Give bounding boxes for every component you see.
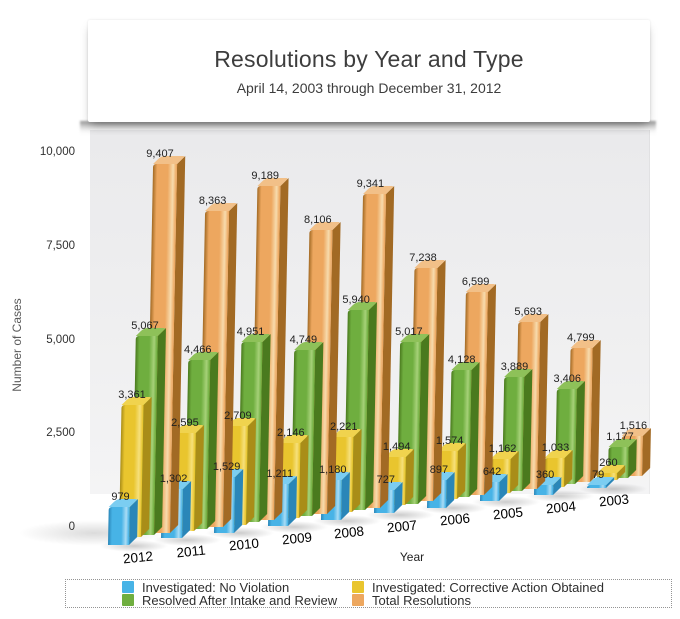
x-category-label: 2010: [227, 535, 260, 554]
value-label: 5,017: [395, 325, 423, 338]
legend-item-investigated-no-violation: Investigated: No Violation: [122, 581, 352, 594]
y-tick-label: 2,500: [46, 427, 75, 440]
value-label: 1,529: [212, 460, 241, 473]
value-label: 260: [599, 457, 618, 470]
legend-swatch-investigated-corrective-action-obtained: [352, 581, 364, 593]
legend: Investigated: No Violation Resolved After…: [65, 579, 672, 608]
value-label: 1,180: [319, 464, 347, 477]
value-label: 4,466: [184, 343, 212, 356]
legend-item-total-resolutions: Total Resolutions: [352, 594, 671, 607]
value-label: 1,211: [266, 467, 294, 480]
value-label: 1,033: [541, 441, 570, 454]
x-category-label: 2011: [175, 542, 207, 561]
title-card: Resolutions by Year and Type April 14, 2…: [88, 20, 650, 122]
x-category-label: 2003: [597, 491, 630, 510]
value-label: 9,407: [146, 148, 174, 161]
legend-label: Investigated: Corrective Action Obtained: [372, 579, 604, 595]
y-tick-label: 5,000: [46, 333, 75, 346]
legend-swatch-investigated-no-violation: [122, 581, 134, 593]
legend-label: Investigated: No Violation: [142, 579, 290, 595]
value-label: 8,363: [198, 194, 227, 207]
value-label: 642: [482, 466, 502, 479]
value-label: 79: [592, 469, 605, 482]
value-label: 1,516: [619, 419, 648, 432]
chart-subtitle: April 14, 2003 through December 31, 2012: [236, 80, 502, 96]
bar-side-face: [405, 449, 415, 506]
value-label: 2,595: [171, 416, 199, 429]
value-label: 2,221: [329, 421, 358, 434]
bar-2012-investigated-no-violation: [108, 498, 138, 545]
value-label: 3,361: [118, 389, 146, 402]
value-label: 9,189: [251, 169, 279, 182]
value-label: 3,406: [553, 373, 581, 386]
x-category-label: 2004: [544, 498, 577, 517]
value-label: 5,940: [342, 294, 370, 307]
x-axis-title: Year: [399, 550, 425, 564]
value-label: 6,599: [461, 275, 490, 288]
value-label: 4,128: [447, 354, 476, 367]
value-label: 1,177: [606, 430, 634, 443]
x-category-label: 2009: [280, 529, 313, 548]
bar-side-face: [181, 481, 192, 539]
value-label: 727: [376, 474, 396, 487]
value-label: 5,067: [131, 320, 159, 333]
value-label: 5,693: [514, 305, 542, 318]
value-label: 360: [535, 468, 555, 481]
value-label: 1,302: [159, 473, 188, 486]
x-category-label: 2007: [386, 516, 418, 536]
value-label: 897: [429, 463, 449, 476]
bar-front-face: [108, 506, 130, 545]
value-label: 3,889: [500, 360, 529, 373]
value-label: 4,749: [289, 333, 318, 346]
legend-swatch-resolved-after-intake-and-review: [122, 594, 134, 606]
legend-swatch-total-resolutions: [352, 594, 364, 606]
value-label: 8,106: [304, 214, 332, 227]
value-label: 7,238: [409, 252, 437, 265]
legend-item-investigated-corrective-action-obtained: Investigated: Corrective Action Obtained: [352, 581, 671, 594]
legend-label: Resolved After Intake and Review: [142, 592, 338, 608]
title-card-shadow: [80, 121, 656, 135]
value-label: 1,162: [488, 442, 517, 455]
value-label: 2,709: [224, 409, 252, 422]
value-label: 4,799: [567, 332, 595, 345]
value-label: 2,146: [277, 426, 305, 439]
y-tick-label: 7,500: [46, 239, 75, 252]
y-tick-label: 0: [68, 521, 75, 533]
chart-title: Resolutions by Year and Type: [214, 46, 524, 72]
value-label: 4,951: [236, 326, 265, 339]
x-category-label: 2006: [439, 510, 471, 529]
x-category-label: 2008: [333, 523, 366, 542]
y-tick-label: 10,000: [39, 146, 75, 158]
value-label: 9,341: [356, 177, 385, 190]
x-category-label: 2005: [492, 504, 524, 523]
legend-label: Total Resolutions: [372, 592, 471, 608]
value-label: 979: [111, 490, 130, 503]
value-label: 1,574: [435, 434, 464, 447]
x-category-label: 2012: [122, 548, 154, 567]
legend-item-resolved-after-intake-and-review: Resolved After Intake and Review: [122, 594, 352, 607]
value-label: 1,494: [382, 441, 411, 454]
